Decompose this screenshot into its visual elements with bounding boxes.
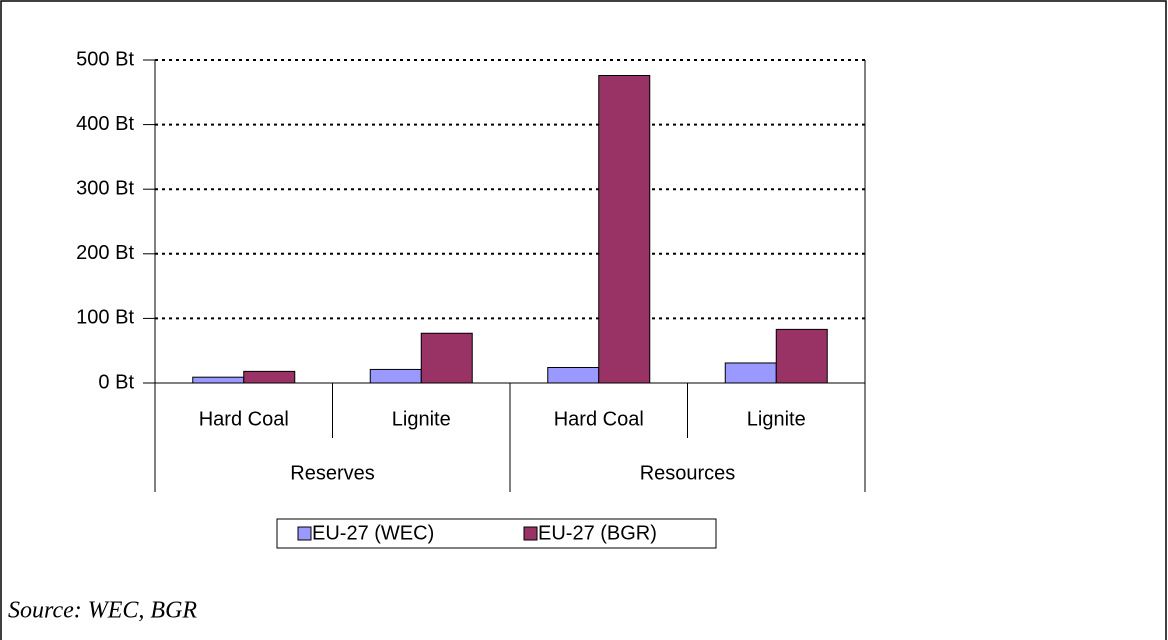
y-tick-label: 300 Bt: [76, 177, 134, 199]
bar: [369, 368, 422, 384]
y-tick-label: 100 Bt: [76, 307, 134, 329]
bar: [775, 328, 828, 384]
x-tick-label: Lignite: [392, 408, 451, 430]
legend-swatch: [523, 526, 538, 541]
bar: [547, 366, 600, 384]
legend-label: EU-27 (WEC): [312, 522, 434, 544]
bar: [724, 362, 777, 384]
group-label: Reserves: [290, 462, 374, 484]
y-tick-label: 500 Bt: [76, 48, 134, 70]
x-tick-label: Hard Coal: [554, 408, 644, 430]
x-tick-label: Hard Coal: [199, 408, 289, 430]
legend-swatch: [297, 526, 312, 541]
bar: [420, 332, 473, 384]
group-label: Resources: [640, 462, 736, 484]
y-tick-label: 400 Bt: [76, 113, 134, 135]
bar: [192, 376, 245, 384]
source-note: Source: WEC, BGR: [8, 598, 197, 624]
legend-box: [276, 518, 717, 549]
legend-label: EU-27 (BGR): [538, 522, 657, 544]
y-tick-label: 200 Bt: [76, 242, 134, 264]
y-tick-label: 0 Bt: [98, 371, 134, 393]
x-tick-label: Lignite: [747, 408, 806, 430]
bar: [243, 370, 296, 384]
bar: [598, 75, 651, 384]
